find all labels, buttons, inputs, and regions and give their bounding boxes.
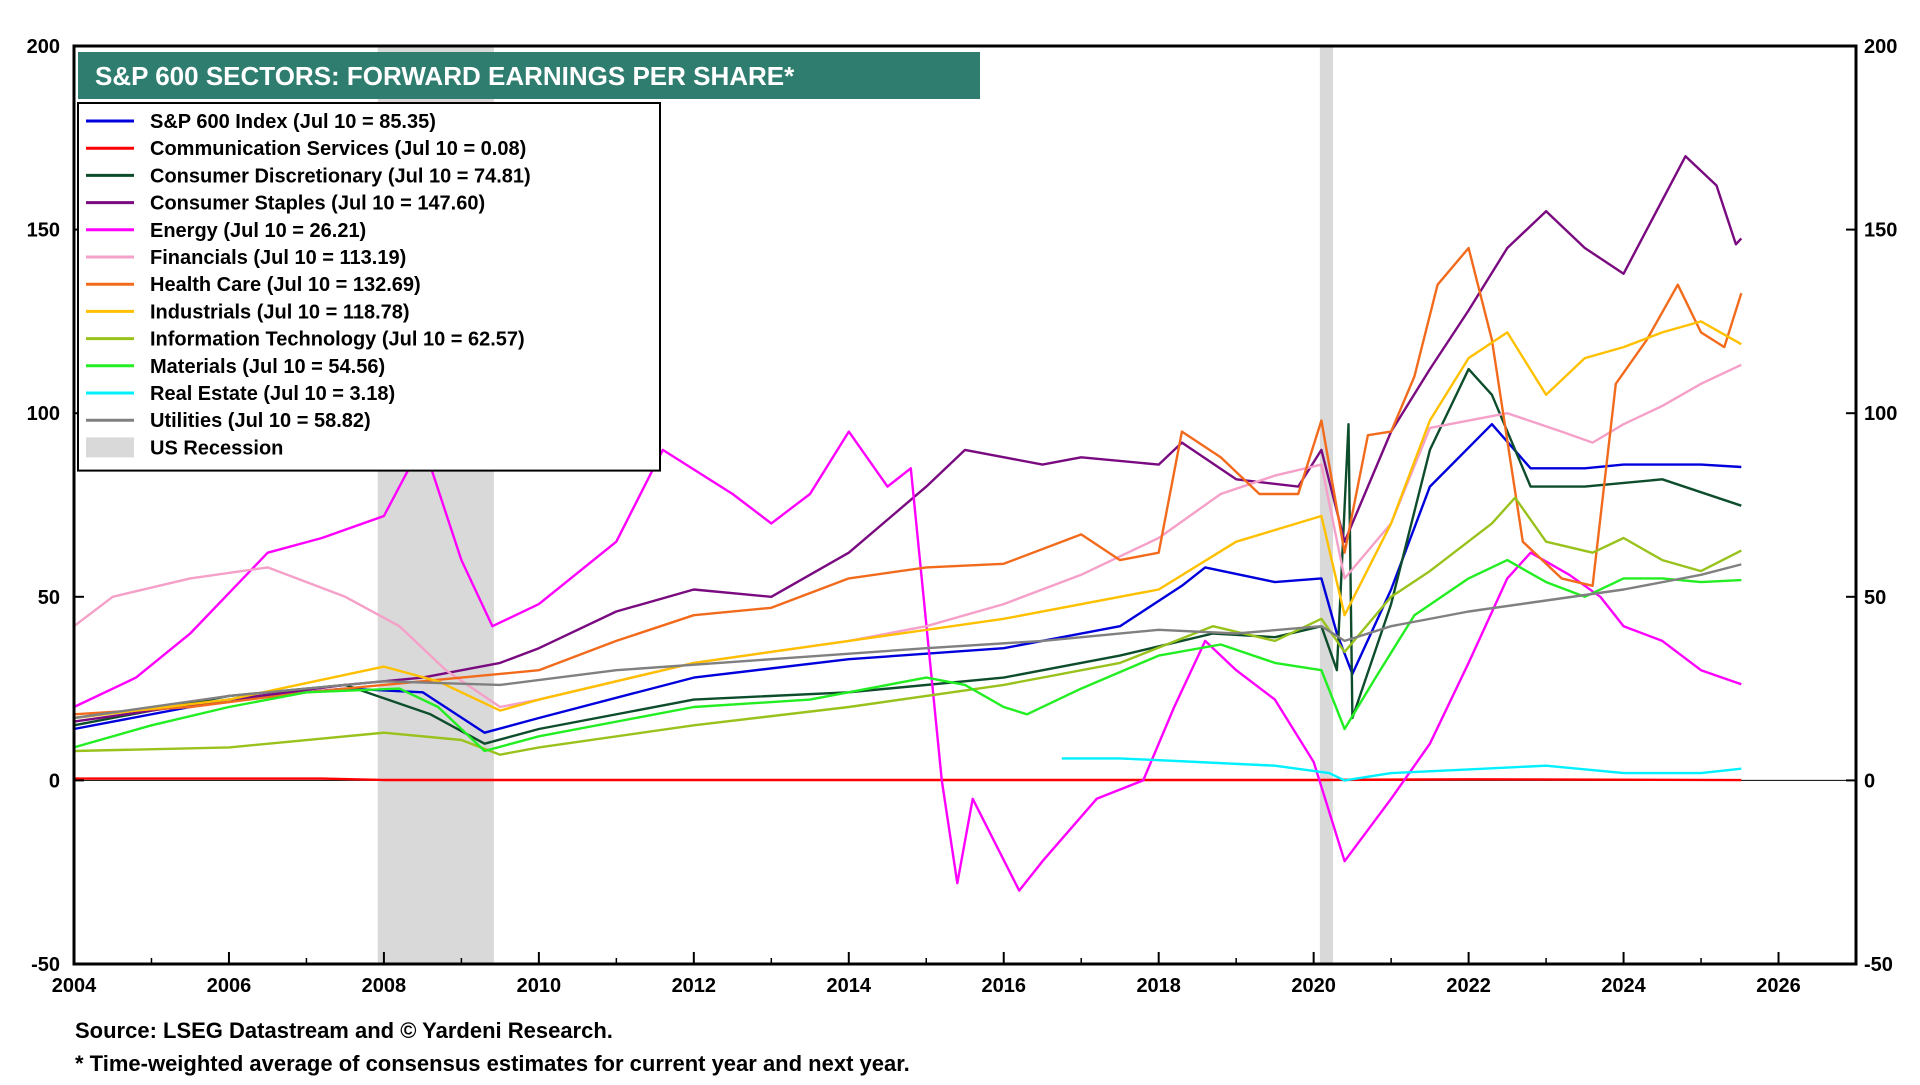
- series-line-7: [73, 320, 1742, 720]
- legend-swatch-recession: [86, 437, 134, 458]
- series-lines: [73, 155, 1743, 892]
- legend-label-4: Energy (Jul 10 = 26.21): [150, 220, 366, 242]
- footnote: * Time-weighted average of consensus est…: [75, 1051, 910, 1076]
- y-tick-label-right: 200: [1864, 36, 1897, 58]
- x-tick-label: 2024: [1601, 975, 1646, 997]
- legend-label-0: S&P 600 Index (Jul 10 = 85.35): [150, 111, 436, 133]
- recession-band-1: [1319, 46, 1334, 964]
- legend-label-6: Health Care (Jul 10 = 132.69): [150, 274, 421, 296]
- x-tick-label: 2016: [981, 975, 1026, 997]
- y-tick-label-left: 150: [27, 220, 60, 242]
- legend-label-5: Financials (Jul 10 = 113.19): [150, 247, 406, 269]
- legend-label-3: Consumer Staples (Jul 10 = 147.60): [150, 193, 485, 215]
- x-tick-label: 2026: [1756, 975, 1801, 997]
- legend-label-8: Information Technology (Jul 10 = 62.57): [150, 329, 525, 351]
- y-tick-label-right: 50: [1864, 587, 1886, 609]
- legend-label-11: Utilities (Jul 10 = 58.82): [150, 410, 371, 432]
- y-tick-label-left: 0: [49, 770, 60, 792]
- x-tick-label: 2006: [207, 975, 252, 997]
- x-tick-label: 2004: [52, 975, 97, 997]
- series-line-3: [73, 155, 1743, 723]
- series-line-11: [73, 563, 1742, 720]
- y-tick-label-left: -50: [31, 954, 60, 976]
- y-tick-label-right: 150: [1864, 220, 1897, 242]
- x-tick-label: 2018: [1136, 975, 1181, 997]
- series-line-10: [1061, 757, 1742, 782]
- series-line-0: [73, 423, 1742, 734]
- y-tick-label-right: 100: [1864, 403, 1897, 425]
- y-tick-label-right: 0: [1864, 770, 1875, 792]
- series-line-5: [73, 363, 1742, 709]
- x-tick-label: 2014: [827, 975, 872, 997]
- y-tick-label-left: 50: [38, 587, 60, 609]
- x-tick-label: 2022: [1446, 975, 1491, 997]
- y-tick-label-left: 200: [27, 36, 60, 58]
- source-note: Source: LSEG Datastream and © Yardeni Re…: [75, 1018, 613, 1043]
- x-tick-label: 2012: [672, 975, 717, 997]
- x-tick-label: 2010: [517, 975, 562, 997]
- y-tick-label-left: 100: [27, 403, 60, 425]
- y-axis-ticks: -50 -50 0 0 50 50 100 100 150 150 200 200: [27, 36, 1898, 976]
- series-line-9: [73, 558, 1742, 753]
- x-axis-ticks: 2004 2006 2008 2010 2012 2014 2016 2018 2020 2022…: [52, 952, 1801, 997]
- x-tick-label: 2020: [1291, 975, 1336, 997]
- y-tick-label-right: -50: [1864, 954, 1893, 976]
- series-line-4: [73, 430, 1742, 892]
- legend-label-9: Materials (Jul 10 = 54.56): [150, 356, 385, 378]
- legend: S&P 600 Index (Jul 10 = 85.35) Communicat…: [77, 102, 661, 472]
- legend-box: [77, 102, 661, 472]
- chart-title-text: S&P 600 SECTORS: FORWARD EARNINGS PER SH…: [95, 61, 795, 91]
- plot-border: [72, 44, 1858, 966]
- legend-label-10: Real Estate (Jul 10 = 3.18): [150, 383, 395, 405]
- legend-label-7: Industrials (Jul 10 = 118.78): [150, 301, 410, 323]
- series-line-1: [74, 777, 1742, 782]
- series-line-2: [73, 367, 1742, 745]
- series-line-8: [73, 496, 1742, 756]
- title-box: [78, 52, 980, 99]
- x-tick-label: 2008: [362, 975, 407, 997]
- legend-label-2: Consumer Discretionary (Jul 10 = 74.81): [150, 165, 531, 187]
- legend-label-recession: US Recession: [150, 437, 283, 459]
- plot-frame: [72, 44, 1858, 966]
- chart-title: S&P 600 SECTORS: FORWARD EARNINGS PER SH…: [78, 52, 980, 99]
- legend-label-1: Communication Services (Jul 10 = 0.08): [150, 138, 526, 160]
